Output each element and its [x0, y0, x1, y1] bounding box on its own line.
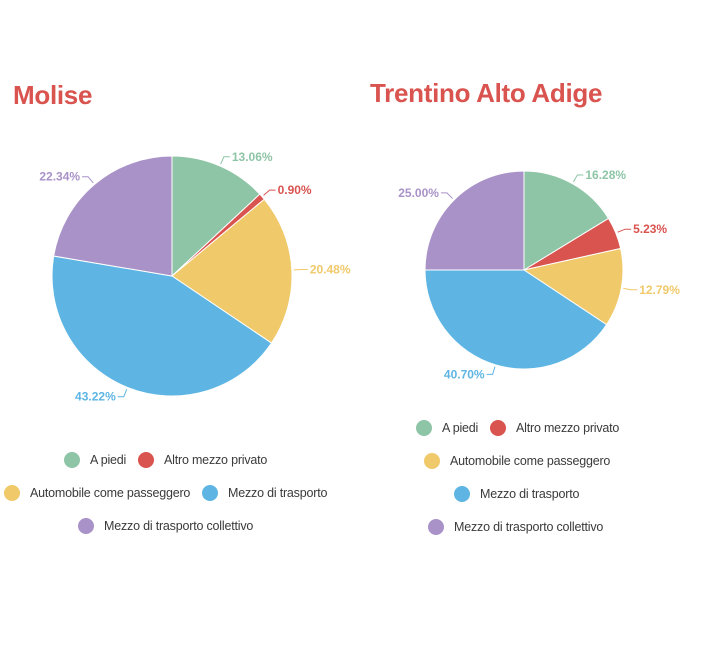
- slice-value-label: 16.28%: [585, 168, 626, 182]
- legend-label: Mezzo di trasporto collettivo: [454, 520, 604, 534]
- legend-swatch: [64, 452, 80, 468]
- legend-swatch: [416, 420, 432, 436]
- slice-leader-line: [440, 192, 453, 199]
- legend-item-mezzo-di-trasporto[interactable]: Mezzo di trasporto: [202, 485, 327, 501]
- trentino-pie-chart: 16.28% 5.23% 12.79% 40.70% 25.00%: [398, 168, 680, 381]
- slice-value-label: 0.90%: [278, 183, 312, 197]
- trentino-chart-panel: Trentino Alto Adige 16.28% 5.23% 12.79% 40.…: [360, 0, 723, 665]
- slice-leader-line: [623, 287, 638, 291]
- legend-label: Automobile come passeggero: [30, 486, 191, 500]
- slice-leader-line: [617, 228, 632, 233]
- slice-leader-line: [220, 156, 230, 165]
- legend-swatch: [4, 485, 20, 501]
- slice-value-label: 5.23%: [633, 222, 667, 236]
- slice-value-label: 20.48%: [310, 262, 351, 276]
- legend-label: Altro mezzo privato: [516, 421, 620, 435]
- pie-slice-automobile-come-passeggero[interactable]: [522, 247, 624, 326]
- molise-chart-panel: Molise 13.06% 0.90% 20.48% 43.22% 22.34% A p…: [0, 0, 360, 665]
- slice-leader-line: [263, 189, 276, 196]
- legend-item-mezzo-di-trasporto[interactable]: Mezzo di trasporto: [454, 486, 579, 502]
- legend-item-altro-mezzo-privato[interactable]: Altro mezzo privato: [490, 420, 619, 436]
- pie-slice-automobile-come-passeggero[interactable]: [171, 198, 293, 344]
- slice-value-label: 43.22%: [75, 390, 116, 404]
- legend-item-a-piedi[interactable]: A piedi: [416, 420, 478, 436]
- pie-slice-mezzo-di-trasporto-collettivo[interactable]: [424, 170, 525, 271]
- pie-slice-a-piedi[interactable]: [523, 170, 610, 271]
- legend-swatch: [138, 452, 154, 468]
- legend-item-mezzo-di-trasporto-collettivo[interactable]: Mezzo di trasporto collettivo: [428, 519, 603, 535]
- legend-swatch: [428, 519, 444, 535]
- legend-item-automobile-come-passeggero[interactable]: Automobile come passeggero: [4, 485, 190, 501]
- legend-item-mezzo-di-trasporto-collettivo[interactable]: Mezzo di trasporto collettivo: [78, 518, 253, 534]
- slice-value-label: 13.06%: [232, 150, 273, 164]
- legend-swatch: [424, 453, 440, 469]
- slice-value-label: 22.34%: [39, 170, 80, 184]
- legend-item-automobile-come-passeggero[interactable]: Automobile come passeggero: [424, 453, 610, 469]
- legend-label: Mezzo di trasporto collettivo: [104, 519, 254, 533]
- slice-leader-line: [486, 366, 496, 375]
- molise-pie-chart: 13.06% 0.90% 20.48% 43.22% 22.34%: [39, 150, 351, 404]
- slice-value-label: 40.70%: [444, 367, 485, 381]
- legend-label: A piedi: [442, 421, 479, 435]
- legend-item-a-piedi[interactable]: A piedi: [64, 452, 126, 468]
- slice-leader-line: [82, 176, 94, 184]
- chart-title: Molise: [13, 80, 93, 110]
- pie-slice-a-piedi[interactable]: [171, 155, 261, 278]
- slice-leader-line: [117, 389, 128, 398]
- pie-slice-mezzo-di-trasporto[interactable]: [51, 255, 273, 397]
- legend-label: Mezzo di trasporto: [228, 486, 328, 500]
- chart-title: Trentino Alto Adige: [370, 78, 603, 108]
- legend-swatch: [490, 420, 506, 436]
- pie-slice-mezzo-di-trasporto[interactable]: [424, 269, 608, 370]
- legend-swatch: [454, 486, 470, 502]
- legend-label: A piedi: [90, 453, 127, 467]
- legend-item-altro-mezzo-privato[interactable]: Altro mezzo privato: [138, 452, 267, 468]
- legend-label: Automobile come passeggero: [450, 454, 611, 468]
- legend-label: Altro mezzo privato: [164, 453, 268, 467]
- legend-swatch: [78, 518, 94, 534]
- slice-value-label: 25.00%: [398, 186, 439, 200]
- legend-label: Mezzo di trasporto: [480, 487, 580, 501]
- slice-value-label: 12.79%: [639, 283, 680, 297]
- pie-slice-mezzo-di-trasporto-collettivo[interactable]: [53, 155, 173, 277]
- legend-swatch: [202, 485, 218, 501]
- slice-leader-line: [572, 174, 584, 183]
